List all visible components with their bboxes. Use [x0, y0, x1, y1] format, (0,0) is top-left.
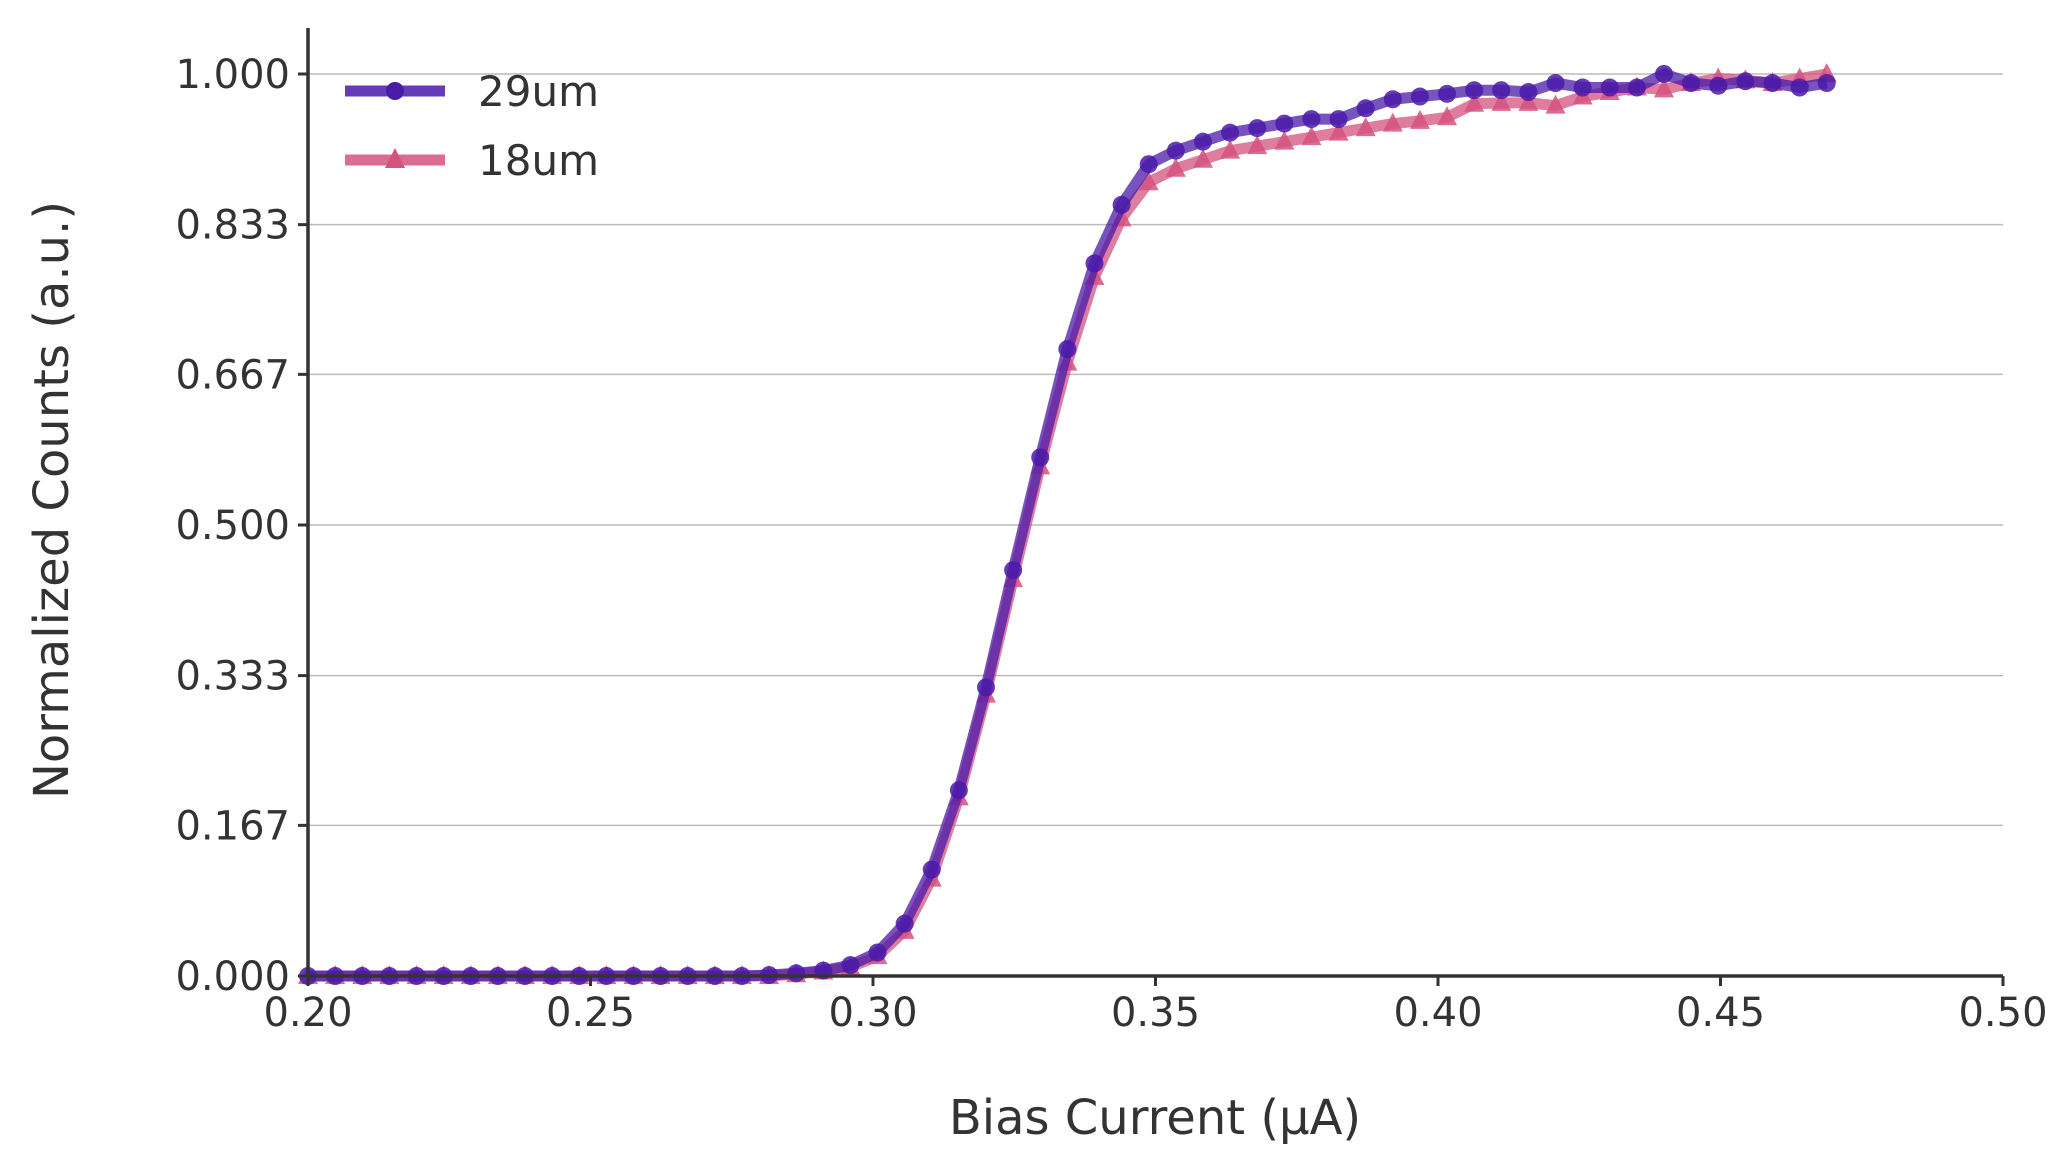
x-tick-label: 0.40 — [1393, 990, 1482, 1036]
data-point — [1165, 157, 1186, 177]
data-point — [1465, 81, 1484, 100]
x-tick-label: 0.45 — [1676, 990, 1765, 1036]
data-point — [1546, 74, 1565, 93]
legend-label-18um: 18um — [478, 136, 599, 185]
data-point — [1247, 135, 1268, 155]
data-point — [1301, 126, 1322, 146]
x-ticks: 0.20 0.25 0.30 0.35 0.40 0.45 0.50 — [263, 976, 2048, 1036]
data-point — [1112, 195, 1131, 214]
data-point — [1492, 81, 1511, 100]
data-point — [1545, 94, 1566, 114]
data-point — [922, 860, 941, 879]
data-point — [1328, 121, 1349, 141]
x-axis-title: Bias Current (μA) — [949, 1090, 1361, 1146]
x-tick-label: 0.35 — [1111, 990, 1200, 1036]
data-point — [1573, 78, 1592, 97]
data-point — [1383, 90, 1402, 109]
data-point — [1355, 117, 1376, 137]
data-point — [1274, 130, 1295, 150]
data-point — [1627, 78, 1646, 97]
data-point — [1654, 78, 1674, 98]
data-point — [1491, 91, 1512, 111]
data-point — [1193, 132, 1212, 151]
y-tick-label: 0.000 — [175, 954, 290, 1000]
data-point — [1438, 84, 1457, 103]
y-ticks: 0.000 0.167 0.333 0.500 0.667 0.833 1.000 — [175, 52, 308, 1000]
series-layer — [298, 63, 1837, 985]
data-point — [1221, 123, 1240, 142]
data-point — [1139, 155, 1158, 174]
data-point — [1058, 340, 1077, 359]
data-point — [1356, 99, 1375, 118]
data-point — [1736, 72, 1755, 91]
y-tick-label: 0.333 — [175, 654, 290, 700]
data-point — [1329, 110, 1348, 129]
data-point — [1600, 78, 1619, 97]
legend: 29um 18um — [345, 67, 599, 185]
data-point — [1817, 74, 1836, 93]
data-point — [868, 943, 887, 962]
data-point — [1302, 110, 1321, 129]
y-tick-label: 0.667 — [175, 352, 290, 398]
data-point — [1220, 139, 1241, 159]
data-point — [1275, 114, 1294, 133]
data-point — [1790, 78, 1809, 97]
data-point — [1382, 112, 1403, 132]
y-tick-label: 0.500 — [175, 503, 290, 549]
data-point — [1763, 74, 1782, 93]
data-point — [949, 781, 968, 800]
legend-marker-29um — [386, 82, 404, 100]
y-tick-label: 1.000 — [175, 52, 290, 98]
data-point — [1409, 109, 1430, 129]
y-axis-title: Normalized Counts (a.u.) — [24, 201, 80, 799]
grid-lines — [308, 73, 2003, 827]
legend-item-29um: 29um — [345, 67, 599, 116]
data-point — [787, 964, 806, 983]
x-tick-label: 0.25 — [546, 990, 635, 1036]
data-point — [1248, 119, 1267, 138]
y-tick-label: 0.833 — [175, 203, 290, 249]
legend-item-18um: 18um — [345, 136, 599, 185]
data-point — [1519, 83, 1538, 102]
series-18um — [298, 63, 1837, 984]
legend-marker-18um — [385, 148, 405, 168]
data-point — [1682, 74, 1701, 93]
data-point — [1085, 254, 1104, 273]
data-point — [1410, 87, 1429, 106]
data-point — [1192, 148, 1213, 168]
legend-label-29um: 29um — [478, 67, 599, 116]
x-tick-label: 0.20 — [263, 990, 352, 1036]
x-tick-label: 0.30 — [828, 990, 917, 1036]
data-point — [1655, 65, 1673, 83]
data-point — [841, 956, 860, 975]
data-point — [1437, 106, 1458, 126]
data-point — [895, 914, 914, 933]
y-tick-label: 0.167 — [175, 803, 290, 849]
data-point — [1166, 141, 1185, 160]
data-point — [1709, 76, 1728, 95]
data-point — [1518, 91, 1539, 111]
data-point — [977, 678, 995, 697]
x-tick-label: 0.50 — [1958, 990, 2047, 1036]
data-point — [1464, 92, 1485, 112]
data-point — [1138, 171, 1159, 191]
data-point — [1031, 448, 1050, 467]
data-point — [1004, 561, 1023, 580]
